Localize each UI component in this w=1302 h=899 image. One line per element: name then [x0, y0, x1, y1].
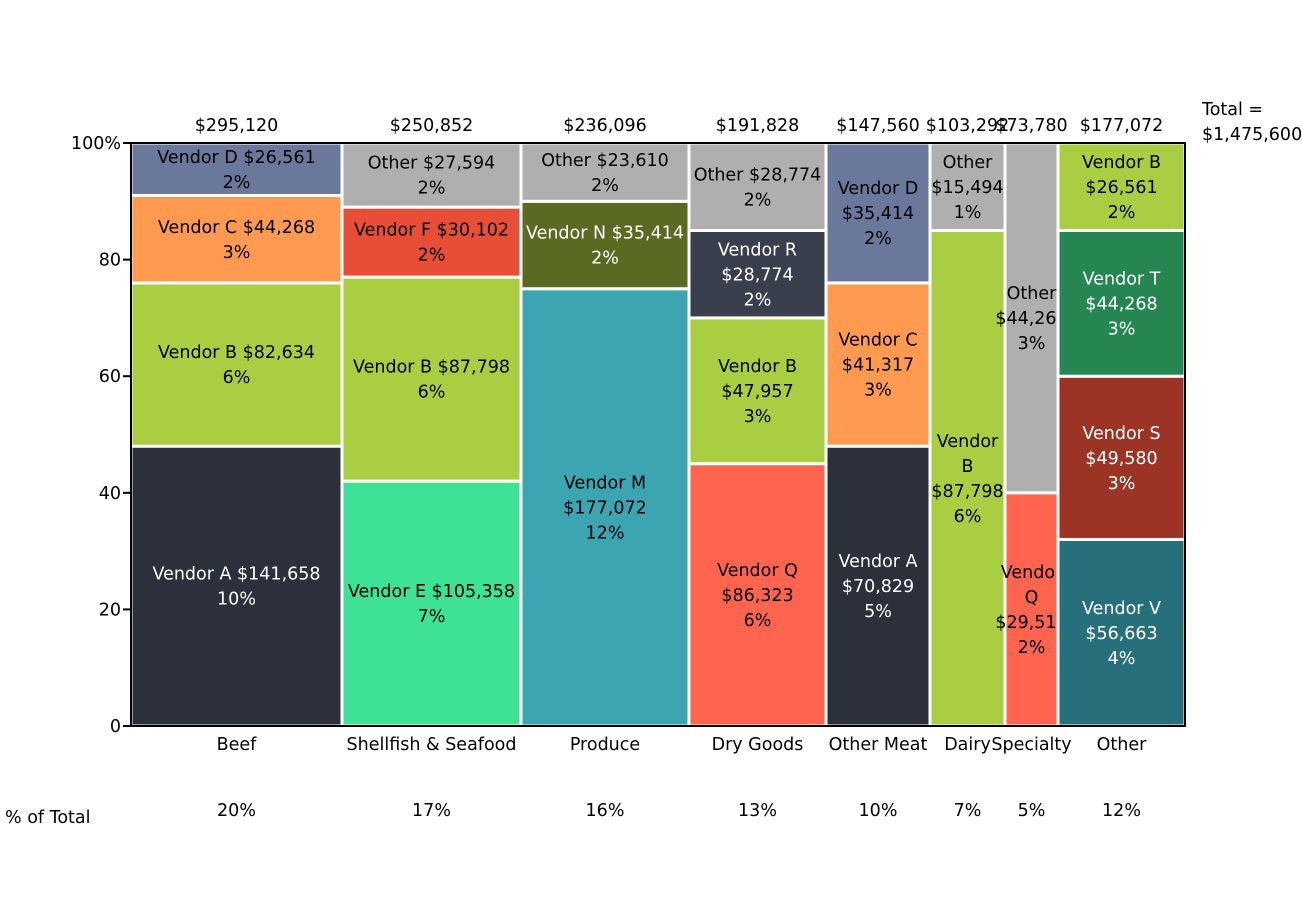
y-tick-label: 20: [99, 600, 121, 620]
segment-label: Vendor V $56,663 4%: [1082, 599, 1161, 669]
segment-bar: [519, 141, 691, 203]
grand-total-value: $1,475,600: [1202, 125, 1302, 145]
segment-bar: [687, 141, 828, 232]
category-share-label: 13%: [738, 801, 777, 821]
category-total-label: $250,852: [390, 116, 474, 136]
category-name-label: Dairy: [944, 735, 991, 755]
category-share-label: 16%: [586, 801, 625, 821]
segment-bar: [687, 316, 828, 466]
category-name-label: Other Meat: [829, 735, 928, 755]
segment-bar: [340, 141, 523, 209]
category-name-label: Dry Goods: [712, 735, 804, 755]
grand-total-title: Total =: [1201, 100, 1263, 120]
y-tick-label: 40: [99, 484, 121, 504]
y-tick-label: 0: [110, 717, 121, 737]
category-name-label: Beef: [217, 735, 258, 755]
plot-frame: [130, 142, 1186, 727]
segment-bar: [824, 281, 932, 448]
segment-label: Vendor D $35,414 2%: [838, 179, 919, 249]
segment-label: Vendor Q $29,512 2%: [995, 563, 1067, 658]
segment-bar: [928, 141, 1007, 232]
category-share-label: 12%: [1102, 801, 1141, 821]
category-name-label: Specialty: [991, 735, 1071, 755]
y-tick-label: 60: [99, 367, 121, 387]
category-name-label: Produce: [570, 735, 640, 755]
category-total-label: $191,828: [716, 116, 800, 136]
segment-label: Vendor B $47,957 3%: [718, 357, 797, 427]
segment-bar: [1003, 491, 1060, 728]
segment-bar: [129, 444, 344, 728]
category-total-label: $147,560: [836, 116, 920, 136]
segment-bar: [824, 444, 932, 728]
category-share-label: 17%: [412, 801, 451, 821]
segment-label: Vendor E $105,358 7%: [348, 582, 515, 627]
segment-bar: [687, 462, 828, 728]
segment-bar: [340, 205, 523, 279]
segment-label: Vendor C $41,317 3%: [838, 331, 917, 401]
segment-bar: [340, 479, 523, 728]
category-share-label: 10%: [859, 801, 898, 821]
segment-label: Other $28,774 2%: [694, 165, 822, 210]
segment-label: Vendor T $44,268 3%: [1083, 269, 1161, 339]
segment-label: Vendor B $87,798 6%: [931, 432, 1003, 527]
segment-label: Other $15,494 1%: [931, 153, 1003, 223]
category-share-label: 5%: [1018, 801, 1046, 821]
segment-label: Vendor C $44,268 3%: [158, 218, 315, 263]
segment-label: Vendor A $70,829 5%: [838, 552, 917, 622]
segment-label: Vendor B $26,561 2%: [1082, 153, 1161, 223]
segment-label: Other $27,594 2%: [368, 154, 496, 199]
segment-label: Vendor A $141,658 10%: [152, 565, 320, 610]
segment-label: Vendor R $28,774 2%: [718, 240, 797, 310]
y-tick-label: 100%: [71, 134, 121, 154]
segment-label: Vendor B $82,634 6%: [158, 343, 315, 388]
category-share-label: 20%: [217, 801, 256, 821]
category-total-label: $236,096: [563, 116, 647, 136]
segment-label: Vendor M $177,072 12%: [563, 474, 647, 544]
category-total-label: $177,072: [1080, 116, 1164, 136]
segment-bar: [129, 193, 344, 285]
percent-of-total-label: % of Total: [5, 808, 91, 828]
category-name-label: Other: [1097, 735, 1147, 755]
segment-label: Vendor F $30,102 2%: [354, 221, 509, 266]
segment-label: Vendor D $26,561 2%: [157, 148, 315, 193]
segment-bar: [519, 199, 691, 291]
segment-label: Other $44,268 3%: [995, 284, 1067, 354]
segment-label: Vendor S $49,580 3%: [1082, 424, 1160, 494]
category-total-label: $73,780: [995, 116, 1067, 136]
segment-bar: [928, 228, 1007, 728]
y-tick-label: 80: [99, 251, 121, 271]
segment-label: Other $23,610 2%: [541, 151, 669, 196]
segment-label: Vendor N $35,414 2%: [526, 224, 684, 269]
segment-label: Vendor B $87,798 6%: [353, 358, 510, 403]
category-name-label: Shellfish & Seafood: [347, 735, 517, 755]
category-share-label: 7%: [954, 801, 982, 821]
segment-label: Vendor Q $86,323 6%: [717, 561, 798, 631]
segment-bar: [340, 275, 523, 483]
category-total-label: $295,120: [195, 116, 279, 136]
category-total-label: $103,292: [926, 116, 1010, 136]
segment-bar: [129, 281, 344, 448]
